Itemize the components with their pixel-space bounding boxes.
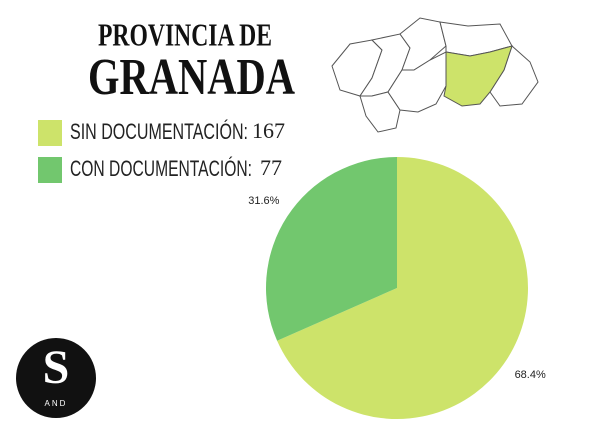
- pie-slice: [277, 157, 528, 420]
- value-label: 31.6%: [248, 195, 279, 207]
- map-province: [359, 91, 401, 133]
- pie-slice: [266, 157, 397, 341]
- legend-label: CON DOCUMENTACIÓN:: [70, 156, 252, 181]
- logo-letter: S: [43, 341, 70, 394]
- map-province-highlight: [443, 45, 513, 107]
- value-label: 68.4%: [515, 369, 546, 381]
- chart-title: PROVINCIA DE: [98, 16, 272, 52]
- legend-count: 167: [252, 118, 285, 143]
- legend-swatch: [38, 157, 62, 183]
- chart-subtitle: GRANADA: [88, 49, 295, 106]
- map-province: [387, 51, 447, 113]
- logo: S AND: [16, 338, 96, 418]
- legend-label: SIN DOCUMENTACIÓN:: [70, 119, 248, 144]
- legend-swatch: [38, 120, 62, 146]
- logo-circle: [16, 338, 96, 418]
- logo-text: AND: [45, 399, 68, 408]
- legend-count: 77: [260, 155, 282, 180]
- region-map: [331, 17, 539, 133]
